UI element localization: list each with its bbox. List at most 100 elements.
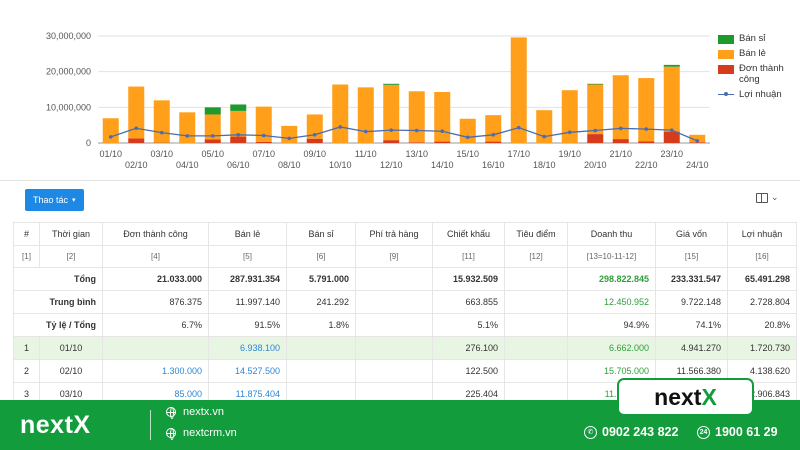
x-tick-label: 14/10	[431, 160, 454, 170]
profit-point	[312, 132, 317, 137]
legend-item[interactable]: Đơn thành công	[718, 63, 798, 86]
summary-cell: 1.8%	[286, 313, 356, 337]
summary-cell: 9.722.148	[655, 290, 728, 314]
column-header[interactable]: Chiết khấu	[432, 222, 505, 246]
bar-Đơn thành công	[434, 141, 451, 143]
column-index: [15]	[655, 245, 728, 268]
summary-cell: 876.375	[102, 290, 209, 314]
x-tick-label: 02/10	[125, 160, 148, 170]
profit-point	[236, 132, 241, 137]
column-header[interactable]: Đơn thành công	[102, 222, 209, 246]
bar-Đơn thành công	[485, 141, 502, 143]
line-swatch-icon	[718, 90, 734, 99]
table-cell[interactable]: 14.527.500	[208, 359, 287, 383]
legend-item[interactable]: Lợi nhuận	[718, 89, 798, 101]
profit-point	[363, 129, 368, 134]
phone-number-mobile[interactable]: ✆ 0902 243 822	[584, 425, 678, 439]
actions-button[interactable]: Thao tác ▾	[25, 189, 84, 211]
column-header[interactable]: Bán lẻ	[208, 222, 287, 246]
bar-Đơn thành công	[306, 138, 323, 143]
table-cell[interactable]: 6.938.100	[208, 336, 287, 360]
column-header[interactable]: Bán sỉ	[286, 222, 356, 246]
column-header[interactable]: #	[13, 222, 40, 246]
x-tick-label: 22/10	[635, 160, 658, 170]
profit-point	[567, 130, 572, 135]
table-cell	[504, 359, 568, 383]
bar-Bán lẻ	[434, 91, 451, 142]
bar-Bán sỉ	[204, 107, 221, 115]
column-header[interactable]: Tiêu điểm	[504, 222, 568, 246]
profit-point	[185, 134, 190, 138]
website-text: nextx.vn	[183, 406, 224, 418]
profit-point	[669, 128, 674, 132]
column-header[interactable]: Phí trả hàng	[355, 222, 433, 246]
bar-Bán lẻ	[485, 115, 502, 142]
x-tick-label: 04/10	[176, 160, 199, 170]
profit-point	[644, 127, 649, 131]
legend-label: Bán lẻ	[739, 47, 766, 59]
bar-Bán lẻ	[459, 118, 476, 143]
table-cell: 1.720.730	[727, 336, 797, 360]
color-swatch-icon	[718, 35, 734, 44]
footer-divider	[150, 410, 151, 440]
x-tick-label: 18/10	[533, 160, 556, 170]
y-tick-label: 10,000,000	[46, 102, 91, 112]
profit-point	[159, 130, 164, 135]
bar-Bán lẻ	[383, 84, 400, 141]
x-tick-label: 17/10	[507, 149, 530, 159]
bar-Bán lẻ	[587, 84, 604, 135]
summary-cell: 12.450.952	[567, 290, 656, 314]
profit-point	[491, 132, 496, 137]
bar-Đơn thành công	[230, 136, 247, 143]
summary-cell: 241.292	[286, 290, 356, 314]
chart-canvas: 0 10,000,000 20,000,000 30,000,000 01/1002/1…	[46, 31, 710, 170]
summary-label: Tỷ lệ / Tổng	[13, 313, 103, 337]
x-tick-label: 06/10	[227, 160, 250, 170]
table-cell	[355, 359, 433, 383]
bar-Bán lẻ	[612, 75, 629, 140]
summary-cell: 298.822.845	[567, 267, 656, 291]
table-row[interactable]: 1 01/10 6.938.100 276.100 6.662.000 4.941.270…	[13, 336, 797, 360]
website-link-nextx[interactable]: nextx.vn	[166, 406, 224, 419]
profit-line	[110, 126, 698, 142]
legend-item[interactable]: Bán lẻ	[718, 47, 798, 60]
column-toggle-button[interactable]: ⌄	[756, 192, 779, 203]
bar-Đơn thành công	[255, 141, 272, 143]
phone-icon: ✆	[584, 425, 597, 439]
bar-Bán sỉ	[663, 64, 680, 67]
table-cell[interactable]: 1.300.000	[102, 359, 209, 383]
bar-Bán lẻ	[561, 90, 578, 143]
summary-row: Tỷ lệ / Tổng 6.7% 91.5% 1.8% 5.1% 94.9% 74.1% 2…	[13, 313, 797, 337]
x-tick-label: 16/10	[482, 160, 505, 170]
column-header[interactable]: Lợi nhuận	[727, 222, 797, 246]
brand-logo-badge: next X	[617, 378, 754, 416]
phone-number-hotline[interactable]: 24 1900 61 29	[697, 425, 778, 439]
bar-Bán lẻ	[689, 134, 706, 143]
bar-Bán lẻ	[102, 118, 119, 143]
column-header[interactable]: Thời gian	[39, 222, 103, 246]
legend-item[interactable]: Bán sỉ	[718, 33, 798, 45]
bar-Đơn thành công	[638, 141, 655, 143]
phone-text: 1900 61 29	[715, 425, 778, 439]
profit-point	[695, 139, 700, 143]
summary-label: Trung bình	[13, 290, 103, 314]
table-cell: 4.941.270	[655, 336, 728, 360]
summary-cell	[355, 290, 433, 314]
bar-Bán sỉ	[587, 83, 604, 85]
hotline-24h-icon: 24	[697, 425, 710, 439]
summary-cell: 91.5%	[208, 313, 287, 337]
bar-Bán lẻ	[332, 84, 349, 143]
globe-icon	[166, 428, 176, 440]
column-header[interactable]: Giá vốn	[655, 222, 728, 246]
column-index: [16]	[727, 245, 797, 268]
profit-point	[108, 135, 113, 139]
bar-Bán lẻ	[306, 114, 323, 139]
summary-cell: 15.932.509	[432, 267, 505, 291]
website-link-nextcrm[interactable]: nextcrm.vn	[166, 427, 237, 440]
bar-Đơn thành công	[663, 131, 680, 143]
column-header[interactable]: Doanh thu	[567, 222, 656, 246]
table-cell	[504, 336, 568, 360]
website-text: nextcrm.vn	[183, 427, 237, 439]
profit-point	[440, 129, 445, 134]
x-tick-label: 21/10	[609, 149, 632, 159]
